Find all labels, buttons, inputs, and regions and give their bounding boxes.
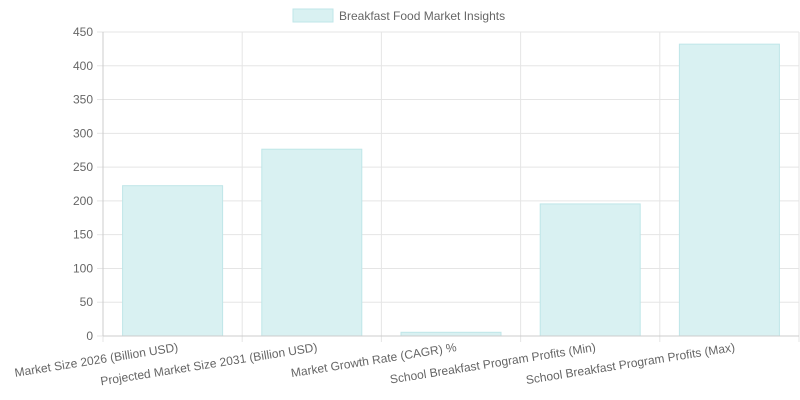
y-tick-label: 450 [73, 25, 93, 39]
bar-2[interactable] [261, 148, 363, 337]
y-tick-label: 50 [80, 295, 94, 309]
chart-legend[interactable]: Breakfast Food Market Insights [292, 8, 505, 23]
y-tick-label: 300 [73, 126, 93, 140]
y-tick-label: 150 [73, 228, 93, 242]
legend-label: Breakfast Food Market Insights [339, 9, 505, 23]
x-axis: Market Size 2026 (Billion USD)Projected … [14, 335, 799, 388]
bar-4[interactable] [539, 203, 641, 337]
y-tick-label: 350 [73, 93, 93, 107]
y-axis: 0 50 100 150 200 250 300 350 400 450 [73, 25, 104, 343]
y-tick-label: 200 [73, 194, 93, 208]
y-tick-label: 100 [73, 261, 93, 275]
legend-swatch [292, 8, 334, 23]
bar-1[interactable] [122, 185, 224, 337]
bar-3[interactable] [400, 331, 502, 337]
y-tick-label: 400 [73, 59, 93, 73]
bars [122, 43, 780, 337]
y-tick-label: 0 [86, 329, 93, 343]
bar-5[interactable] [678, 43, 780, 337]
y-tick-label: 250 [73, 160, 93, 174]
